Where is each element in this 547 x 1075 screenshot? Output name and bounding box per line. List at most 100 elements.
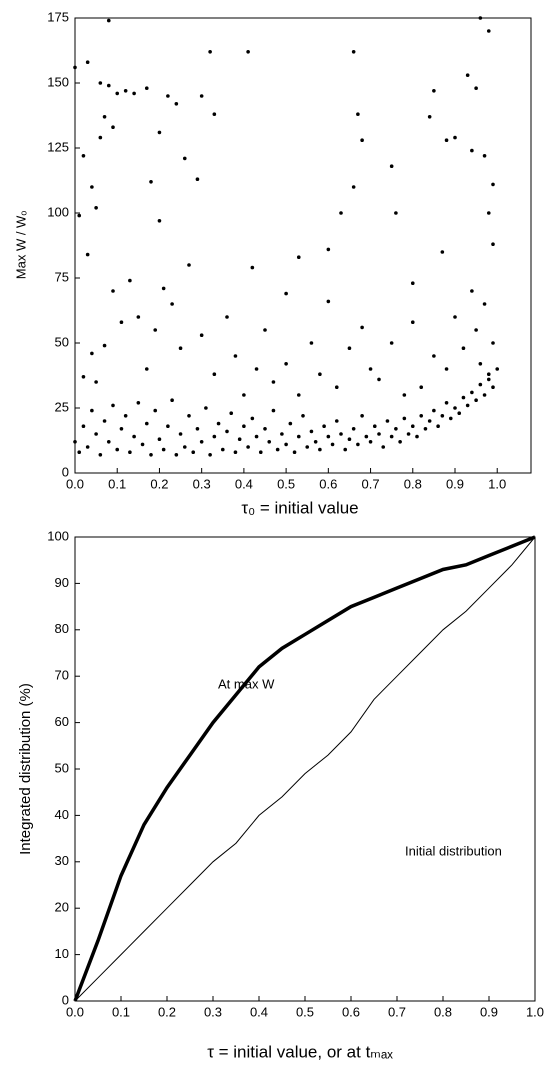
scatter-point — [372, 424, 377, 429]
scatter-point — [102, 115, 107, 119]
y-tick-label: 100 — [47, 204, 69, 219]
scatter-point — [394, 427, 398, 431]
scatter-point — [208, 453, 212, 457]
scatter-point — [339, 432, 343, 436]
x-tick-label: 0.4 — [250, 1004, 268, 1019]
x-tick-label: 0.9 — [480, 1004, 498, 1019]
scatter-point — [322, 424, 326, 429]
scatter-point — [330, 442, 335, 447]
scatter-point — [334, 419, 339, 423]
scatter-point — [402, 416, 407, 421]
scatter-point — [271, 408, 276, 413]
scatter-point — [178, 346, 183, 351]
scatter-point — [106, 18, 111, 23]
scatter-point — [170, 302, 174, 306]
scatter-point — [406, 432, 411, 436]
scatter-point — [199, 94, 204, 98]
scatter-point — [123, 414, 128, 418]
scatter-point — [77, 450, 82, 455]
scatter-point — [432, 89, 436, 93]
scatter-point — [326, 299, 331, 304]
scatter-point — [242, 393, 246, 397]
scatter-point — [140, 442, 145, 447]
scatter-point — [486, 372, 491, 377]
x-tick-label: 0.2 — [158, 1004, 176, 1019]
scatter-point — [111, 125, 115, 129]
y-axis-label: Max W / Wₒ — [13, 211, 28, 280]
y-tick-label: 100 — [47, 528, 69, 543]
scatter-point — [106, 440, 111, 444]
scatter-point — [119, 320, 124, 325]
scatter-point — [98, 453, 103, 457]
scatter-point — [85, 445, 90, 449]
scatter-point — [351, 185, 356, 189]
scatter-point — [495, 367, 500, 371]
scatter-point — [208, 50, 212, 54]
scatter-point — [318, 447, 322, 452]
scatter-point — [212, 112, 217, 116]
scatter-point — [427, 419, 432, 423]
scatter-point — [174, 102, 179, 106]
scatter-point — [448, 416, 453, 421]
scatter-point — [90, 185, 94, 189]
scatter-point — [81, 154, 86, 158]
scatter-point — [174, 453, 179, 457]
y-tick-label: 20 — [55, 900, 69, 915]
scatter-point — [81, 375, 86, 379]
scatter-point — [482, 154, 487, 158]
scatter-point — [237, 437, 242, 442]
scatter-point — [267, 440, 272, 444]
scatter-point — [389, 164, 394, 168]
scatter-point — [309, 341, 314, 345]
scatter-point — [119, 427, 124, 431]
x-tick-label: 0.7 — [388, 1004, 406, 1019]
scatter-point — [157, 219, 162, 223]
scatter-point — [457, 411, 462, 416]
scatter-point — [351, 50, 356, 54]
scatter-point — [225, 429, 229, 434]
scatter-point — [263, 427, 267, 431]
scatter-point — [360, 325, 364, 330]
scatter-point — [233, 450, 238, 455]
scatter-point — [347, 437, 352, 442]
scatter-point — [470, 390, 474, 395]
scatter-point — [85, 252, 90, 257]
scatter-point — [482, 393, 487, 397]
scatter-point — [436, 424, 440, 429]
scatter-point — [250, 265, 255, 270]
scatter-point — [161, 286, 166, 291]
x-tick-label: 0.0 — [66, 1004, 84, 1019]
scatter-point — [242, 424, 246, 429]
scatter-point — [187, 414, 191, 418]
scatter-point — [288, 421, 293, 426]
scatter-point — [90, 351, 94, 356]
scatter-point — [149, 453, 153, 457]
scatter-point — [432, 354, 436, 358]
scatter-point — [258, 450, 263, 455]
scatter-point — [161, 447, 166, 452]
scatter-point — [212, 434, 217, 439]
scatter-point — [111, 289, 115, 293]
scatter-point — [115, 91, 120, 96]
scatter-point — [474, 328, 478, 332]
scatter-point — [389, 434, 394, 439]
scatter-point — [216, 421, 221, 426]
y-tick-label: 30 — [55, 853, 69, 868]
y-tick-label: 25 — [55, 399, 69, 414]
scatter-point — [128, 278, 132, 283]
scatter-point — [195, 427, 200, 431]
scatter-point — [461, 395, 466, 400]
scatter-point — [132, 91, 136, 96]
y-tick-label: 60 — [55, 714, 69, 729]
scatter-point — [440, 414, 445, 418]
scatter-point — [166, 94, 170, 98]
scatter-point — [453, 315, 457, 319]
scatter-point — [427, 115, 432, 119]
scatter-point — [444, 401, 449, 405]
scatter-point — [296, 393, 301, 397]
scatter-point — [309, 429, 314, 434]
scatter-point — [132, 434, 136, 439]
x-tick-label: 0.6 — [342, 1004, 360, 1019]
